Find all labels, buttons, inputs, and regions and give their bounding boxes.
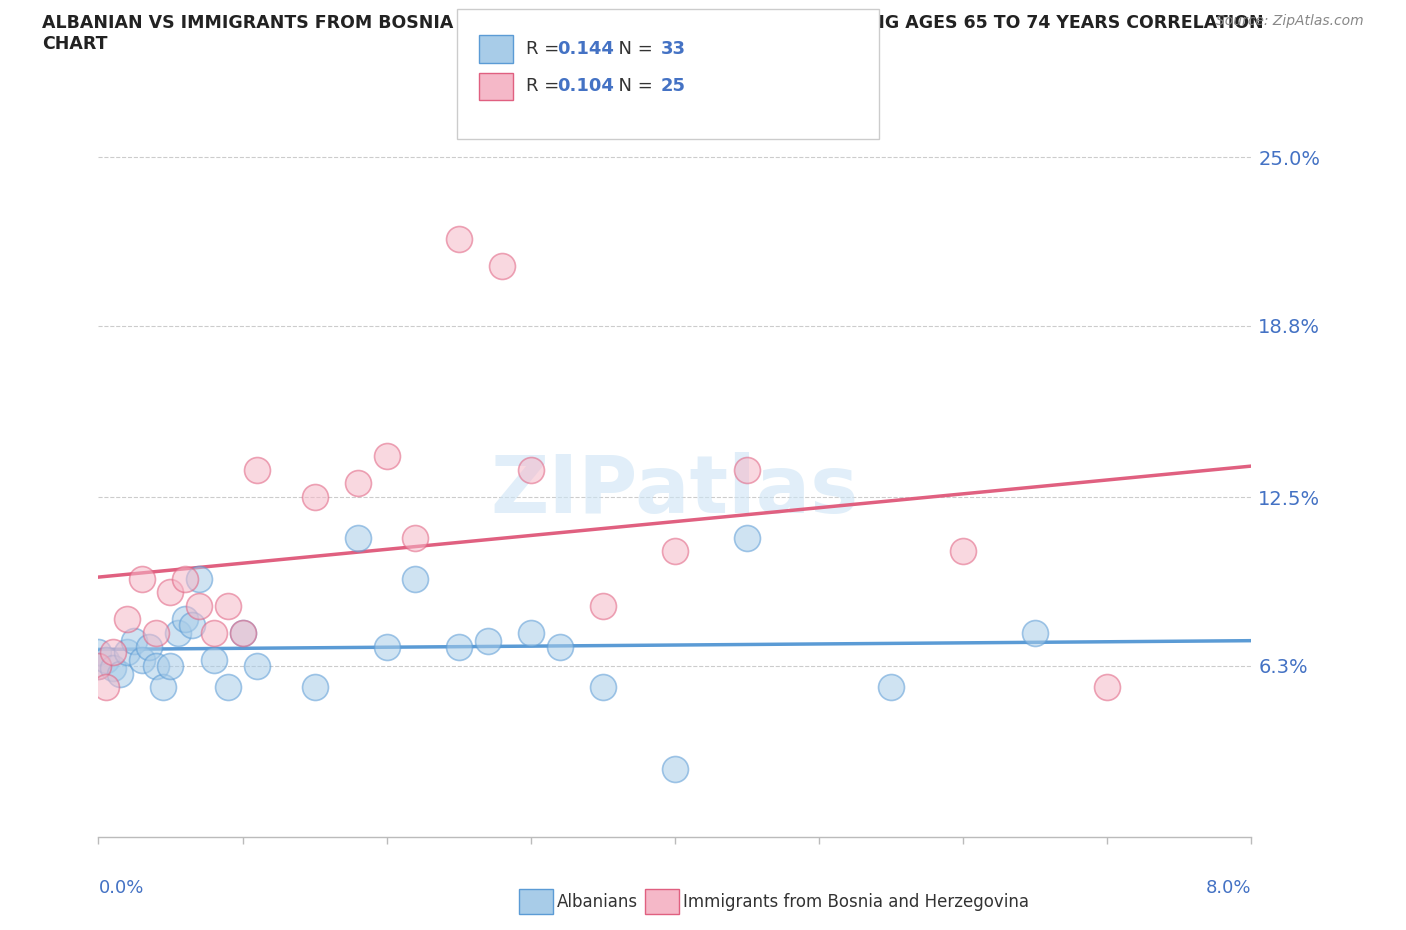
Point (592, 680, 614, 695)
Point (87, 644, 110, 659)
Point (174, 612, 197, 627)
Point (375, 639, 398, 654)
Text: Immigrants from Bosnia and Herzegovina: Immigrants from Bosnia and Herzegovina (683, 893, 1029, 911)
Point (246, 462, 269, 477)
Point (138, 639, 160, 654)
Point (491, 259, 513, 273)
Point (735, 462, 758, 477)
Point (117, 644, 139, 659)
Point (880, 680, 903, 695)
Text: 0.104: 0.104 (557, 77, 613, 96)
Point (159, 658, 181, 673)
Text: ALBANIAN VS IMMIGRANTS FROM BOSNIA AND HERZEGOVINA UNEMPLOYMENT AMONG AGES 65 TO: ALBANIAN VS IMMIGRANTS FROM BOSNIA AND H… (42, 14, 1264, 32)
Point (375, 449, 398, 464)
Text: N =: N = (607, 40, 659, 59)
Text: CHART: CHART (42, 35, 108, 53)
Point (159, 585, 181, 600)
Point (405, 530, 427, 545)
Point (735, 530, 758, 545)
Point (217, 598, 239, 613)
Point (347, 530, 370, 545)
Text: Albanians: Albanians (557, 893, 638, 911)
Point (101, 644, 124, 659)
Point (447, 232, 470, 246)
Point (131, 653, 153, 668)
Point (117, 612, 139, 627)
Point (94, 680, 117, 695)
Point (87, 658, 110, 673)
Point (246, 658, 269, 673)
Point (592, 598, 614, 613)
Point (166, 626, 188, 641)
Point (202, 626, 225, 641)
Point (231, 626, 254, 641)
Text: N =: N = (607, 77, 659, 96)
Point (664, 544, 686, 559)
Point (94, 653, 117, 668)
Point (188, 571, 211, 586)
Point (520, 626, 543, 641)
Text: ZIPatlas: ZIPatlas (491, 452, 859, 530)
Point (304, 489, 326, 504)
Point (87, 658, 110, 673)
Text: 25: 25 (661, 77, 686, 96)
Text: 0.144: 0.144 (557, 40, 613, 59)
Text: 33: 33 (661, 40, 686, 59)
Point (145, 658, 167, 673)
Text: R =: R = (526, 77, 565, 96)
Point (952, 544, 974, 559)
Point (548, 639, 571, 654)
Text: Source: ZipAtlas.com: Source: ZipAtlas.com (1216, 14, 1364, 28)
Point (347, 476, 370, 491)
Point (131, 571, 153, 586)
Point (231, 626, 254, 641)
Point (181, 618, 204, 632)
Text: 0.0%: 0.0% (98, 879, 143, 897)
Point (101, 661, 124, 676)
Point (664, 762, 686, 777)
Point (145, 626, 167, 641)
Point (1097, 680, 1119, 695)
Point (447, 639, 470, 654)
Text: R =: R = (526, 40, 565, 59)
Point (405, 571, 427, 586)
Point (202, 653, 225, 668)
Point (152, 680, 174, 695)
Point (124, 633, 146, 648)
Point (304, 680, 326, 695)
Point (108, 667, 131, 682)
Point (520, 462, 543, 477)
Point (1024, 626, 1046, 641)
Point (477, 633, 499, 648)
Point (174, 571, 197, 586)
Point (217, 680, 239, 695)
Text: 8.0%: 8.0% (1206, 879, 1251, 897)
Point (188, 598, 211, 613)
